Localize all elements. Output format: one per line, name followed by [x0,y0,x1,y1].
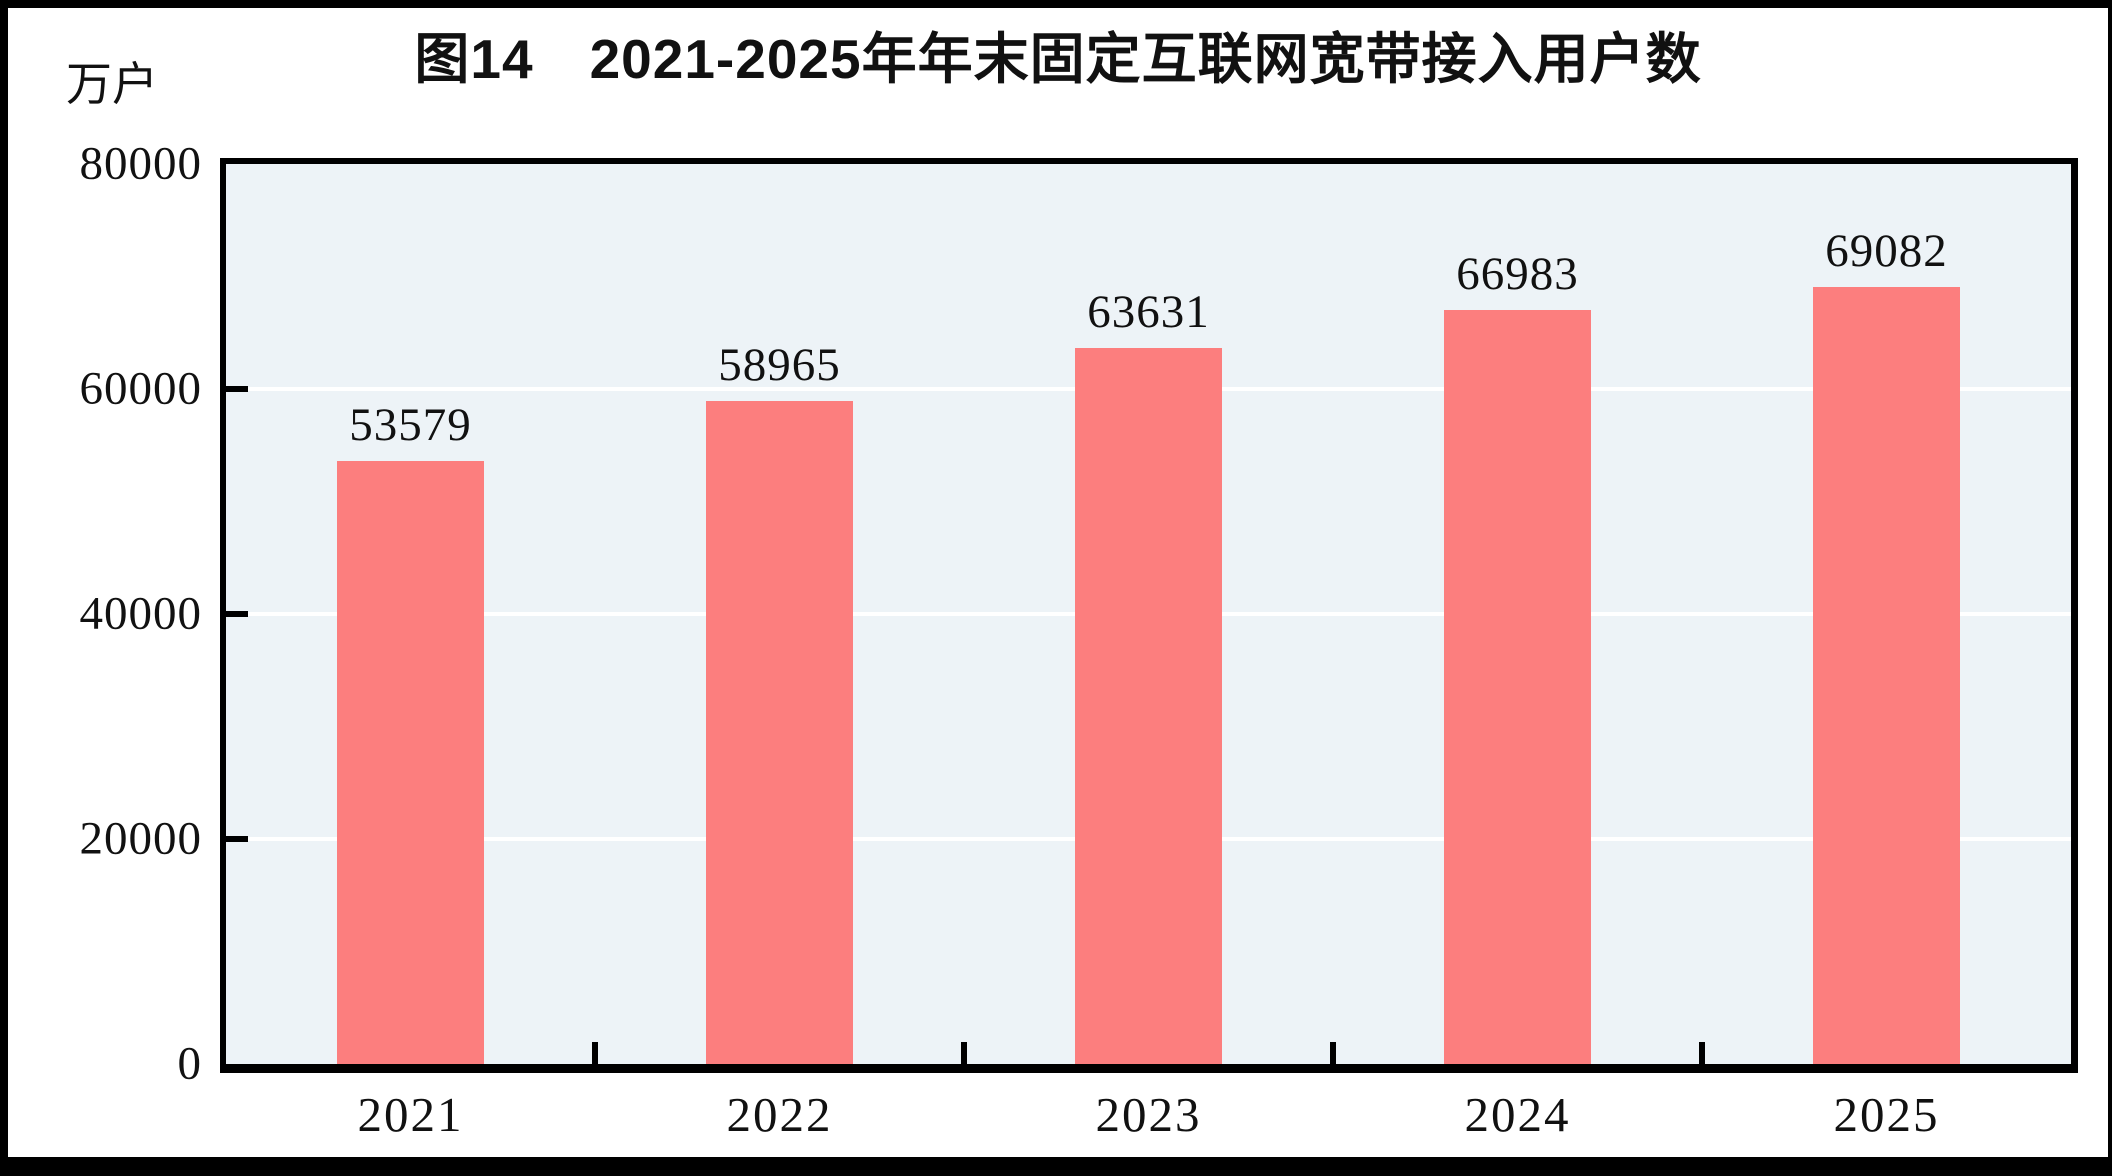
bar-group-2021: 53579 [226,164,595,1064]
y-axis-tick [226,611,248,617]
bar-2025 [1812,286,1961,1064]
bar-value-label: 58965 [718,338,841,391]
bar-group-2023: 63631 [964,164,1333,1064]
plot-inner: 53579 58965 63631 66983 69082 [226,164,2071,1064]
chart-title: 图14 2021-2025年年末固定互联网宽带接入用户数 [414,28,1702,90]
y-tick-label-20000: 20000 [79,812,202,865]
bar-2024 [1443,310,1592,1064]
x-axis-tick [1699,1042,1705,1064]
y-tick-label-40000: 40000 [79,587,202,640]
x-category-label-2024: 2024 [1464,1087,1571,1142]
bar-value-label: 66983 [1456,248,1579,301]
y-tick-label-60000: 60000 [79,362,202,415]
y-axis: 0 20000 40000 60000 80000 [8,140,202,1087]
bar-value-label: 69082 [1825,224,1948,277]
y-axis-unit-label: 万户 [66,59,158,110]
bar-group-2022: 58965 [595,164,964,1064]
plot-area: 53579 58965 63631 66983 69082 [220,158,2078,1073]
x-axis-tick [592,1042,598,1064]
bar-group-2024: 66983 [1333,164,1702,1064]
x-axis-tick [961,1042,967,1064]
x-axis-tick [1330,1042,1336,1064]
y-axis-tick [226,836,248,842]
x-category-label-2022: 2022 [726,1087,833,1142]
bar-value-label: 53579 [349,399,472,452]
x-category-label-2023: 2023 [1095,1087,1202,1142]
y-tick-label-80000: 80000 [79,137,202,190]
bar-2021 [336,461,485,1064]
bar-value-label: 63631 [1087,286,1210,339]
y-axis-tick [226,386,248,392]
bar-2023 [1074,348,1223,1064]
bar-2022 [705,400,854,1064]
bar-group-2025: 69082 [1702,164,2071,1064]
y-tick-label-0: 0 [177,1037,202,1090]
x-category-label-2025: 2025 [1833,1087,1940,1142]
page: 图14 2021-2025年年末固定互联网宽带接入用户数 万户 0 20000 40… [8,8,2108,1157]
x-axis-labels: 2021 2022 2023 2024 2025 [226,1086,2071,1146]
x-category-label-2021: 2021 [357,1087,464,1142]
